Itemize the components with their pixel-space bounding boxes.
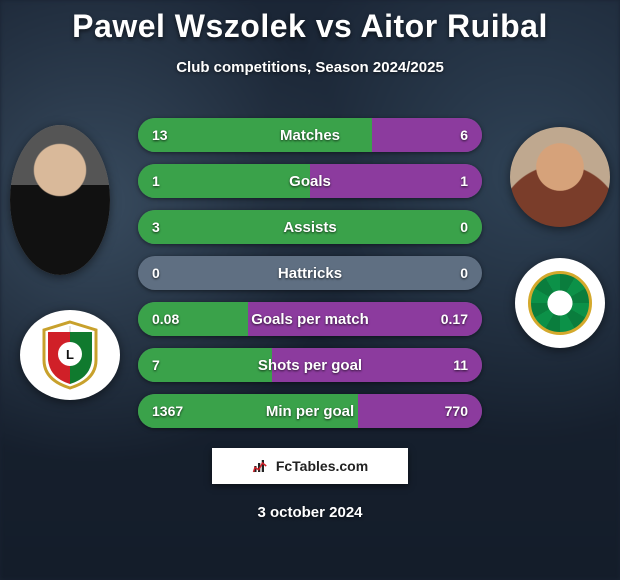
- stat-rows: 136Matches 11Goals 30Assists 00Hattricks 0.0…: [138, 118, 482, 428]
- subtitle: Club competitions, Season 2024/2025: [0, 59, 620, 76]
- stat-bar-right: [372, 118, 482, 152]
- page-title: Pawel Wszolek vs Aitor Ruibal: [0, 0, 620, 45]
- stat-row: 136Matches: [138, 118, 482, 152]
- stat-bar-left: [138, 118, 372, 152]
- stat-bar-left: [138, 164, 310, 198]
- stat-bar-right: [248, 302, 482, 336]
- source-label: FcTables.com: [276, 458, 368, 474]
- legia-shield-icon: L: [40, 320, 100, 390]
- club-right-logo: [515, 258, 605, 348]
- player-right-avatar: [510, 127, 610, 227]
- comparison-card: Pawel Wszolek vs Aitor Ruibal Club compe…: [0, 0, 620, 580]
- stat-bar-left: [138, 302, 248, 336]
- stat-bar-left: [138, 394, 358, 428]
- club-left-logo: L: [20, 310, 120, 400]
- betis-crest-icon: [528, 271, 592, 335]
- stat-row: 00Hattricks: [138, 256, 482, 290]
- stat-row: 0.080.17Goals per match: [138, 302, 482, 336]
- stat-bar-right: [310, 164, 482, 198]
- date-label: 3 october 2024: [0, 504, 620, 521]
- stat-row: 11Goals: [138, 164, 482, 198]
- chart-icon: [252, 457, 270, 475]
- stat-bar-bg: [138, 256, 482, 290]
- stat-row: 1367770Min per goal: [138, 394, 482, 428]
- svg-text:L: L: [66, 347, 74, 362]
- stat-bar-left: [138, 348, 272, 382]
- stat-row: 711Shots per goal: [138, 348, 482, 382]
- stat-bar-right: [358, 394, 482, 428]
- player-left-avatar: [10, 125, 110, 275]
- avatar-placeholder: [10, 125, 110, 275]
- stat-bar-right: [272, 348, 482, 382]
- source-badge: FcTables.com: [212, 448, 408, 484]
- stat-bar-left: [138, 210, 482, 244]
- stat-row: 30Assists: [138, 210, 482, 244]
